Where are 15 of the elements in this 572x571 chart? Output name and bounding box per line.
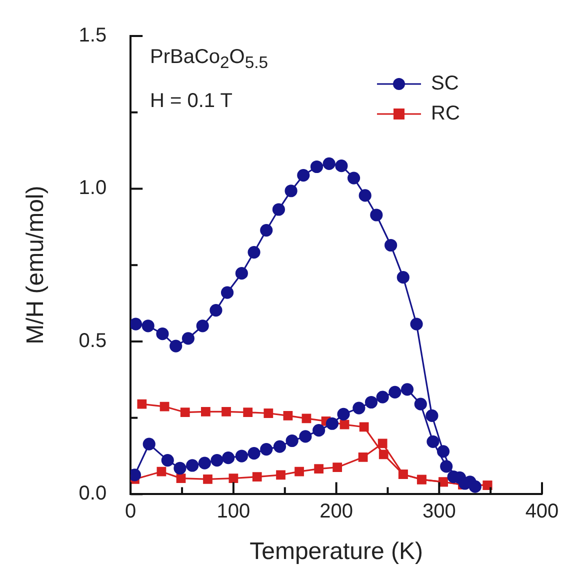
legend-label: RC — [431, 102, 460, 125]
x-axis-title: Temperature (K) — [250, 538, 423, 566]
y-tick-label: 1.5 — [78, 24, 107, 47]
annotation: H = 0.1 T — [150, 90, 232, 113]
legend-label: SC — [431, 72, 459, 95]
x-tick-label: 200 — [320, 500, 353, 523]
annotation: PrBaCo$_{2}$O$_{5.5}$ — [150, 46, 268, 73]
x-tick-label: 400 — [525, 500, 559, 523]
y-tick-label: 0.5 — [78, 330, 107, 352]
x-tick-label: 100 — [216, 500, 250, 523]
y-tick-label: 1.0 — [78, 177, 107, 200]
y-tick-label: 0.0 — [78, 482, 107, 505]
x-tick-label: 300 — [422, 500, 456, 523]
x-tick-label: 0 — [125, 500, 136, 523]
y-axis-title: M/H (emu/mol) — [22, 186, 50, 344]
